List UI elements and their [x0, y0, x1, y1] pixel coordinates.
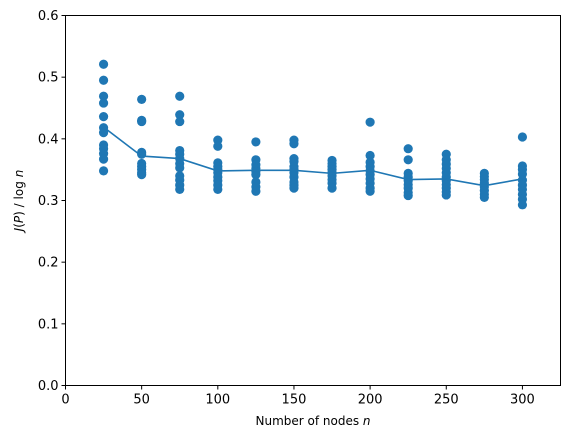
y-tick-label: 0.4 — [38, 132, 59, 147]
data-point — [213, 141, 223, 151]
data-point — [175, 91, 185, 101]
data-point — [327, 183, 337, 193]
y-axis: 0.0 0.1 0.2 0.3 0.4 0.5 0.6 — [38, 9, 66, 394]
data-point — [175, 116, 185, 127]
series-line — [103, 126, 523, 187]
data-point — [289, 183, 299, 193]
data-point — [98, 128, 109, 138]
data-point — [98, 59, 109, 69]
x-axis-title: Number of nodes n — [255, 414, 370, 428]
data-point — [479, 192, 489, 203]
x-axis-label: Number of nodes n — [255, 414, 370, 428]
data-point — [98, 166, 109, 176]
x-tick-label: 300 — [510, 393, 535, 408]
data-point — [517, 132, 528, 142]
data-point — [517, 200, 528, 210]
data-point — [98, 98, 109, 108]
data-point — [98, 91, 109, 101]
data-point — [403, 155, 413, 165]
data-point — [365, 150, 375, 161]
data-point — [251, 186, 261, 196]
x-tick-label: 200 — [358, 393, 383, 408]
x-tick-label: 150 — [282, 393, 307, 408]
y-tick-label: 0.2 — [38, 256, 59, 271]
data-point — [403, 190, 413, 201]
x-axis: 0 50 100 150 200 250 300 — [61, 385, 535, 408]
y-tick-label: 0.0 — [38, 379, 59, 394]
data-point — [98, 112, 109, 122]
data-point — [365, 186, 375, 196]
data-point — [137, 170, 147, 180]
data-point — [98, 75, 109, 85]
data-point — [137, 94, 147, 104]
y-tick-label: 0.5 — [38, 71, 59, 86]
x-tick-label: 50 — [133, 393, 150, 408]
y-tick-label: 0.1 — [38, 317, 59, 332]
data-point — [251, 137, 261, 147]
data-point — [175, 110, 185, 120]
y-tick-label: 0.6 — [38, 9, 59, 24]
x-tick-label: 0 — [61, 393, 69, 408]
plot-area — [98, 59, 528, 210]
data-point — [441, 190, 451, 200]
data-point — [98, 154, 109, 164]
data-point — [251, 170, 261, 180]
data-point — [175, 184, 185, 194]
data-point — [175, 163, 185, 173]
x-tick-label: 250 — [434, 393, 459, 408]
data-point — [403, 144, 413, 154]
y-axis-title: J(P) / log n — [12, 170, 26, 234]
data-point — [213, 184, 223, 194]
y-tick-label: 0.3 — [38, 194, 59, 209]
data-point — [137, 116, 147, 127]
data-point — [289, 139, 299, 149]
x-tick-label: 100 — [205, 393, 230, 408]
y-axis-label: J(P) / log n — [12, 170, 26, 234]
data-point — [365, 117, 375, 127]
